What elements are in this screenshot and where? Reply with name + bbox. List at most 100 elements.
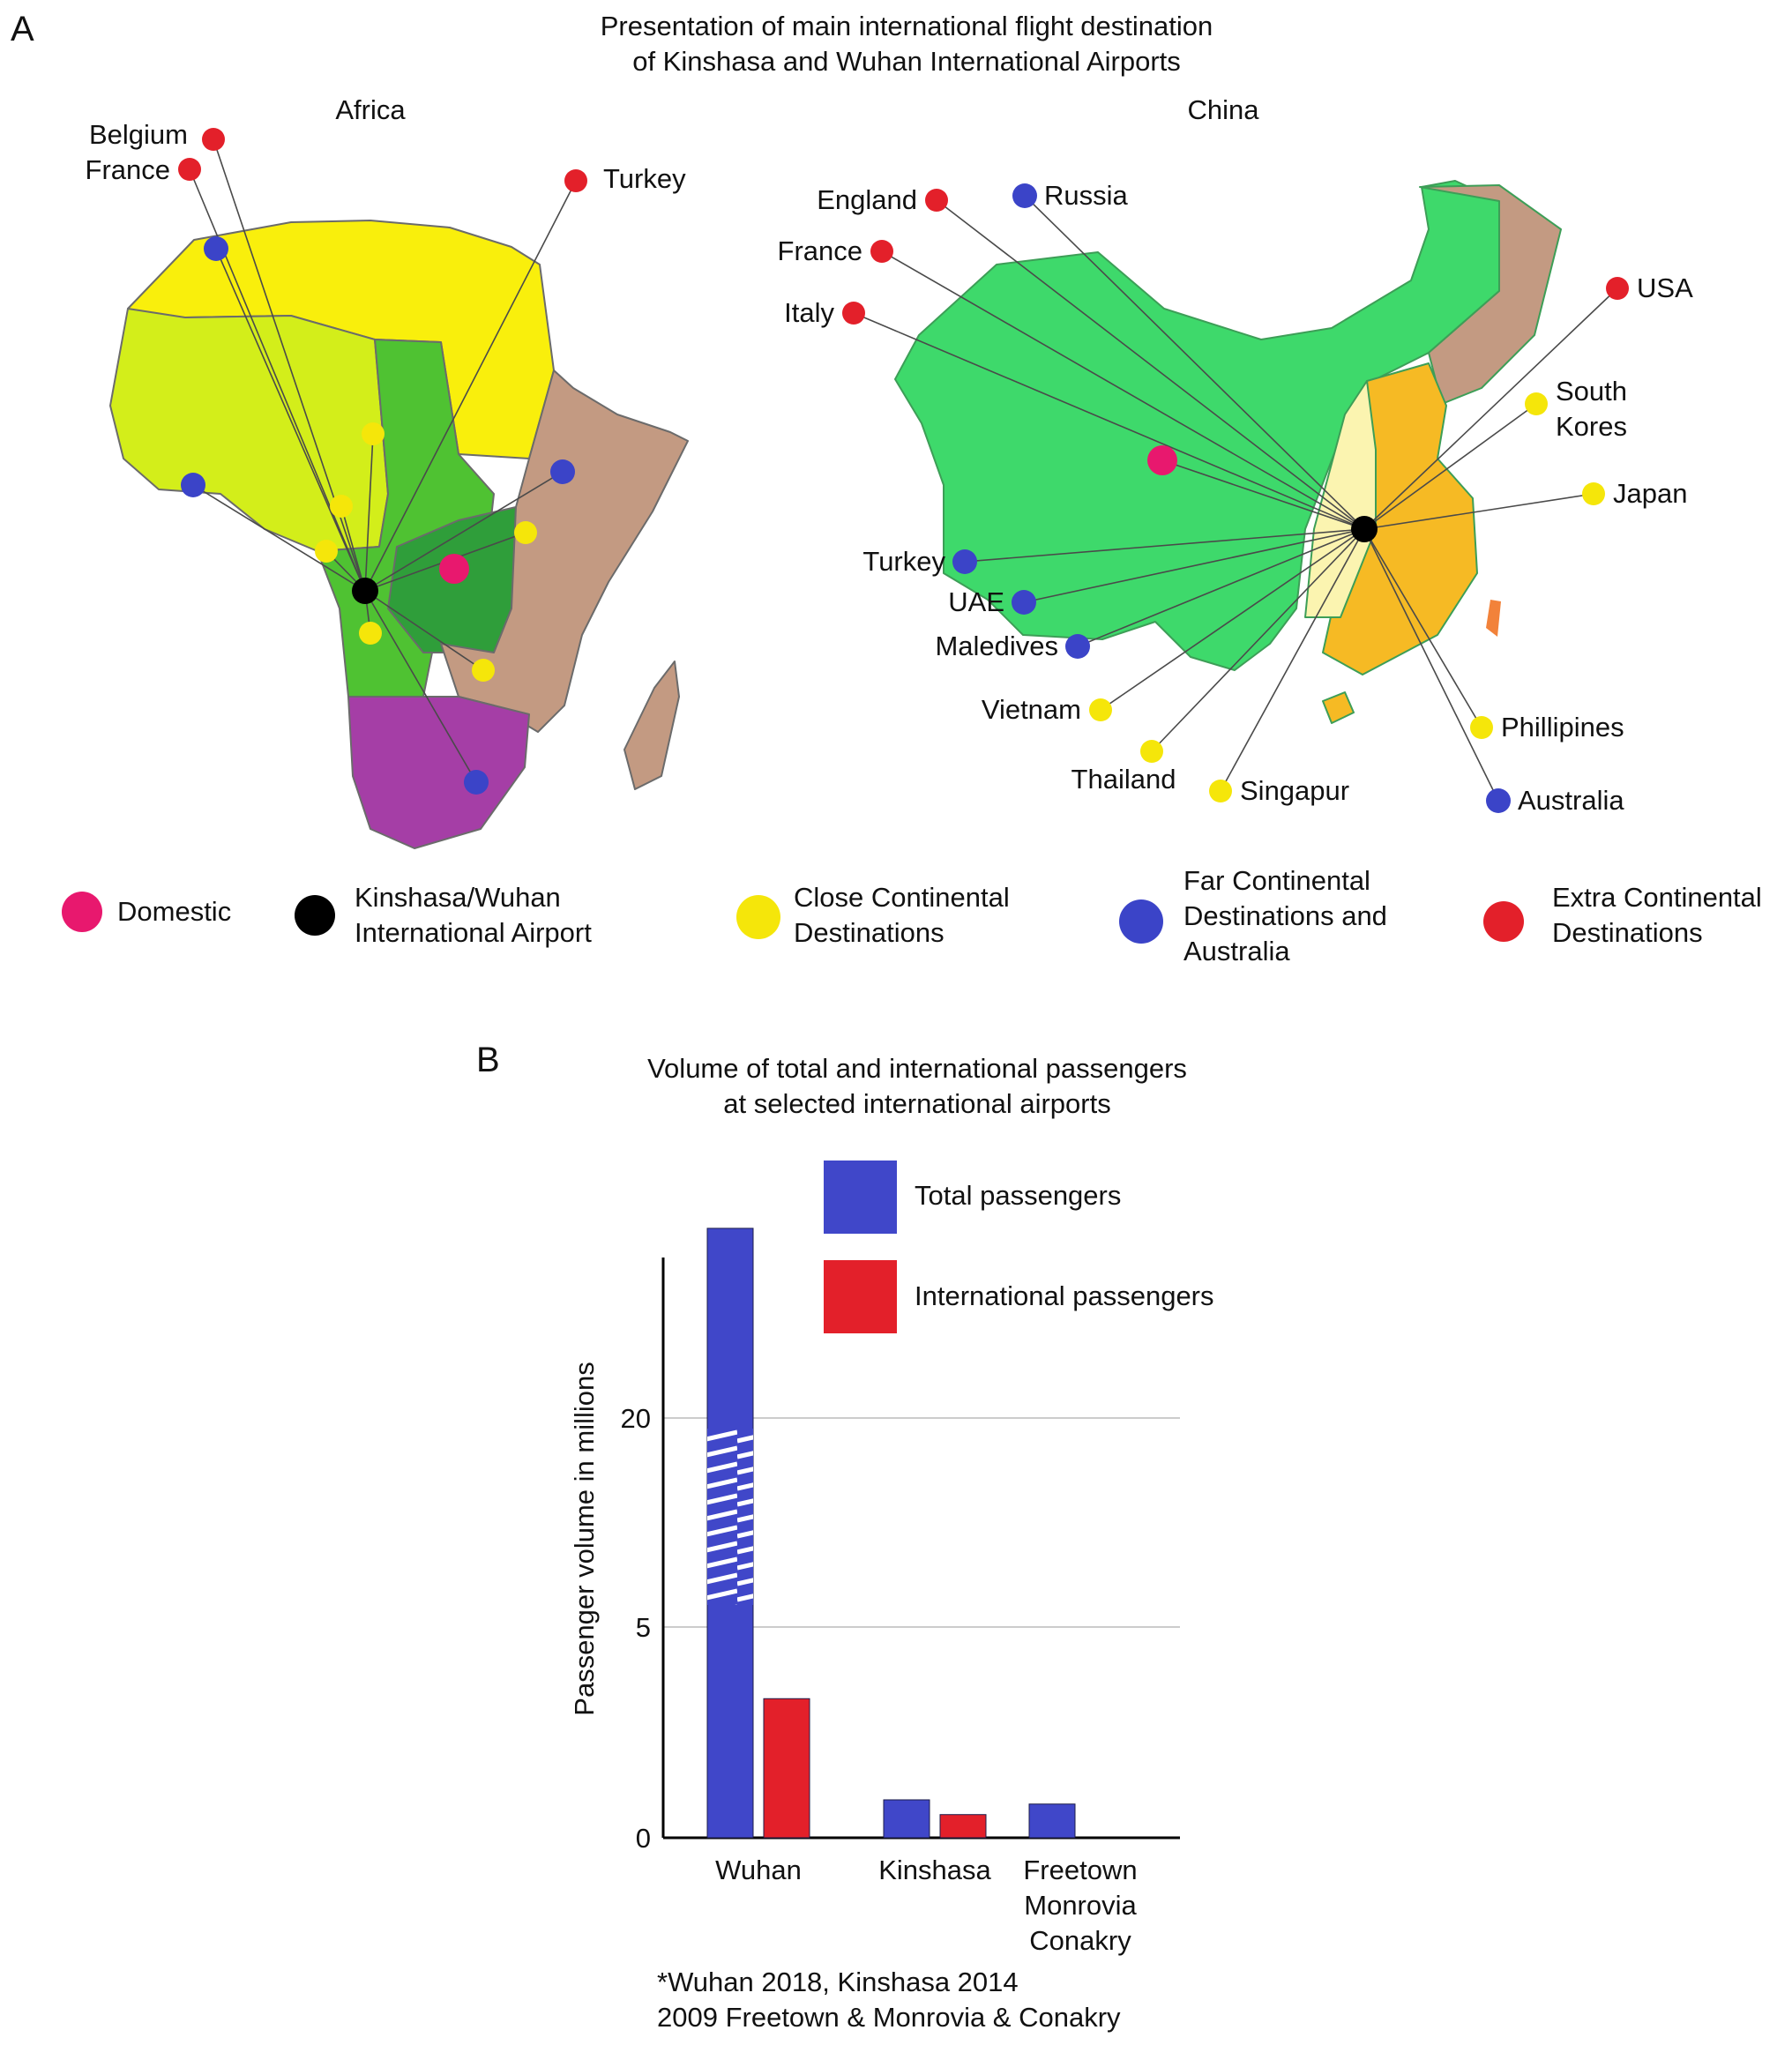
legend-extra-label-line2: Destinations (1552, 917, 1703, 948)
legend-far-label-line1: Far Continental (1183, 865, 1370, 896)
china-route-line (1100, 528, 1365, 711)
legend-hub-label-line2: International Airport (355, 917, 592, 948)
africa-marker-far (550, 459, 575, 484)
legend-total-swatch (824, 1161, 897, 1234)
china-route-line (1363, 528, 1482, 728)
legend-extra-label-line1: Extra Continental (1552, 882, 1762, 913)
china-route-line (1363, 403, 1537, 530)
africa-marker-close (330, 495, 353, 518)
africa-marker-close (359, 622, 382, 645)
africa-route-line (364, 590, 477, 783)
panel-b-letter: B (476, 1041, 500, 1079)
legend-total-label: Total passengers (915, 1180, 1121, 1211)
africa-marker-close (472, 659, 495, 682)
china-marker-far (1012, 183, 1037, 208)
china-marker-close (1140, 740, 1163, 763)
madagascar-shape (623, 661, 680, 790)
china-map-title: China (1188, 94, 1260, 125)
africa-route-line (364, 471, 564, 592)
legend-far-label-line3: Australia (1183, 936, 1290, 967)
africa-route-line (364, 180, 577, 592)
legend-item-extra: Extra Continental Destinations (1483, 882, 1762, 948)
africa-hub-marker (352, 578, 378, 604)
bar-total (1028, 1803, 1076, 1839)
china-destination-label: France (778, 235, 862, 266)
hainan-shape (1322, 691, 1355, 724)
africa-marker-close (362, 422, 385, 445)
china-marker-domestic (1147, 445, 1177, 475)
china-destination-label: South (1556, 376, 1627, 407)
china-route-line (1363, 493, 1594, 530)
africa-marker-close (315, 540, 338, 563)
y-tick-label: 5 (636, 1612, 651, 1643)
destination-markers (178, 128, 1629, 813)
africa-marker-domestic (439, 554, 469, 584)
taiwan-shape (1486, 600, 1501, 637)
china-destination-label: Russia (1044, 180, 1129, 211)
africa-route-line (215, 248, 366, 592)
legend-international-label: International passengers (915, 1280, 1214, 1311)
africa-map (109, 220, 689, 849)
china-marker-extra (842, 302, 865, 325)
legend-item-far: Far Continental Destinations and Austral… (1119, 865, 1387, 967)
china-northeast-region (1419, 184, 1562, 405)
china-route-line (1363, 528, 1499, 802)
china-destination-label: UAE (948, 586, 1004, 617)
x-tick-label: Wuhan (715, 1855, 802, 1885)
legend-item-hub: Kinshasa/Wuhan International Airport (295, 882, 592, 948)
china-marker-far (952, 549, 977, 574)
y-tick-label: 0 (636, 1823, 651, 1854)
footnote-line1: *Wuhan 2018, Kinshasa 2014 (657, 1967, 1019, 1997)
africa-route-line (340, 505, 366, 592)
china-marker-far (1065, 634, 1090, 659)
chart-title-line1: Volume of total and international passen… (647, 1053, 1187, 1084)
legend-domestic-label: Domestic (117, 896, 231, 927)
legend-item-close: Close Continental Destinations (736, 882, 1010, 948)
footnote-line2: 2009 Freetown & Monrovia & Conakry (657, 2002, 1121, 2033)
africa-marker-far (181, 473, 205, 497)
x-tick-label: Freetown (1023, 1855, 1137, 1885)
africa-route-line (364, 433, 374, 592)
x-tick-label: Conakry (1029, 1925, 1131, 1956)
china-destination-label: Turkey (862, 546, 945, 577)
panel-a-letter: A (11, 10, 34, 49)
y-tick-label: 20 (621, 1403, 651, 1434)
china-route-line (964, 528, 1365, 563)
china-destination-label: Maledives (935, 631, 1058, 661)
africa-marker-extra (178, 158, 201, 181)
africa-marker-close (514, 521, 537, 544)
china-marker-close (1470, 716, 1493, 739)
china-route-line (1077, 528, 1365, 647)
china-map (894, 180, 1562, 724)
china-destination-label: USA (1637, 272, 1693, 303)
china-route-line (1363, 287, 1618, 530)
y-axis-label: Passenger volume in millions (569, 1362, 600, 1715)
africa-route-line (364, 590, 484, 671)
legend-far-dot (1119, 899, 1163, 944)
china-route-line (1161, 459, 1365, 530)
china-marker-extra (1606, 277, 1629, 300)
china-destination-label: Kores (1556, 411, 1627, 442)
china-marker-close (1582, 482, 1605, 505)
africa-south-region (347, 696, 530, 849)
legend-extra-dot (1483, 901, 1524, 942)
legend-domestic-dot (62, 892, 102, 932)
china-route-line (1024, 195, 1365, 530)
africa-destination-label: France (86, 154, 170, 185)
china-destination-label: England (817, 184, 917, 215)
china-destination-label: Italy (784, 297, 834, 328)
africa-marker-extra (564, 169, 587, 192)
bar-international (939, 1814, 987, 1839)
bar-chart-plot: 0 5 20 Wuhan Kinshasa Freetown Monrovia Conakry (621, 1228, 1180, 1956)
legend-close-label-line2: Destinations (794, 917, 945, 948)
china-marker-far (1012, 590, 1036, 615)
panel-a-title-line2: of Kinshasa and Wuhan International Airp… (632, 46, 1181, 77)
china-route-line (1151, 528, 1365, 752)
china-destination-label: Thailand (1071, 764, 1176, 795)
legend-close-dot (736, 895, 780, 939)
china-destination-label: Singapur (1240, 775, 1349, 806)
axis-break-marker (707, 1429, 753, 1605)
africa-route-line (192, 484, 366, 592)
china-destination-label: Vietnam (982, 694, 1081, 725)
